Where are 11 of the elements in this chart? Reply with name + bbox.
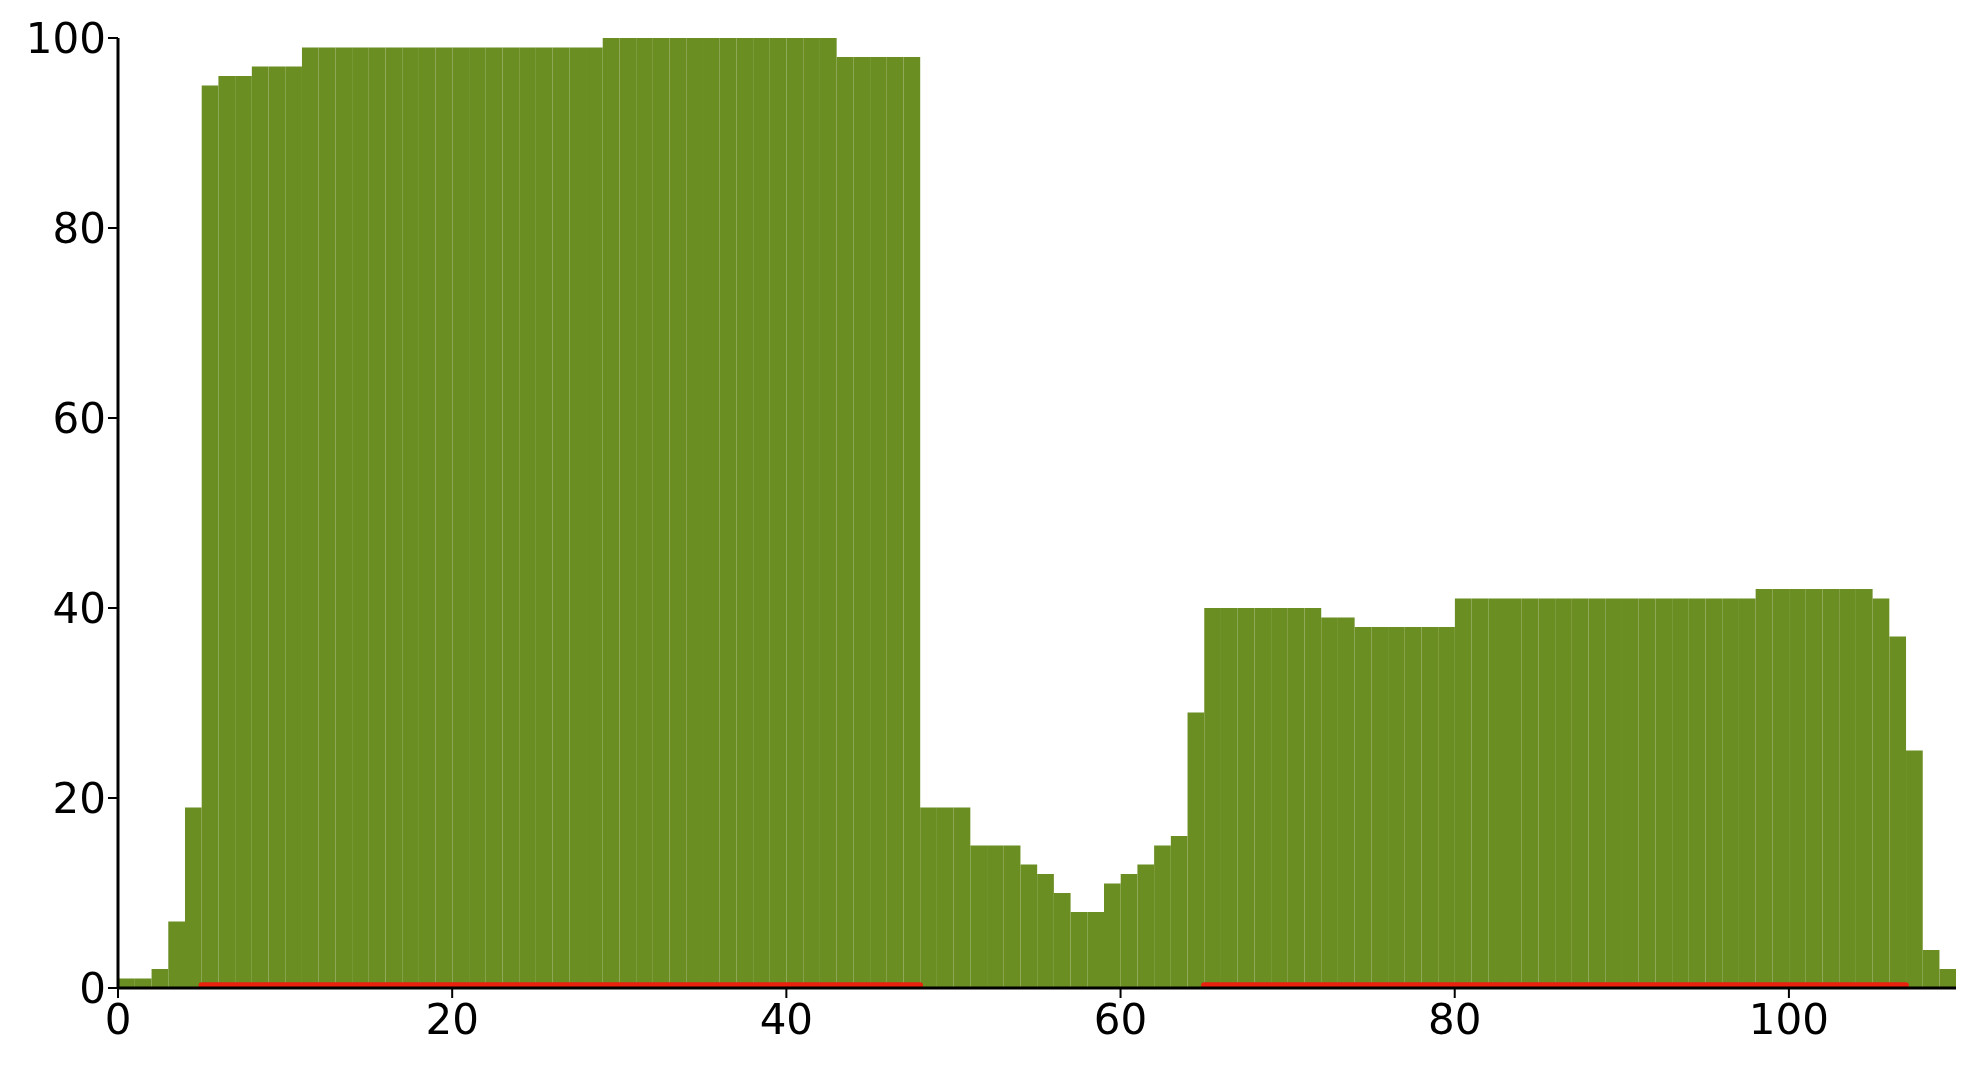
y-tick-label: 60 [52, 393, 106, 443]
y-tick-label: 100 [25, 13, 106, 63]
x-tick-label: 20 [425, 994, 479, 1044]
x-tick-label: 60 [1093, 994, 1148, 1044]
y-tick-label: 0 [79, 963, 106, 1013]
x-tick-label: 40 [759, 994, 814, 1044]
y-tick-label: 20 [52, 773, 106, 823]
x-tick-label: 100 [1748, 994, 1829, 1044]
y-tick-label: 80 [52, 203, 106, 253]
y-tick-label: 40 [52, 583, 106, 633]
x-tick-label: 80 [1428, 994, 1482, 1044]
